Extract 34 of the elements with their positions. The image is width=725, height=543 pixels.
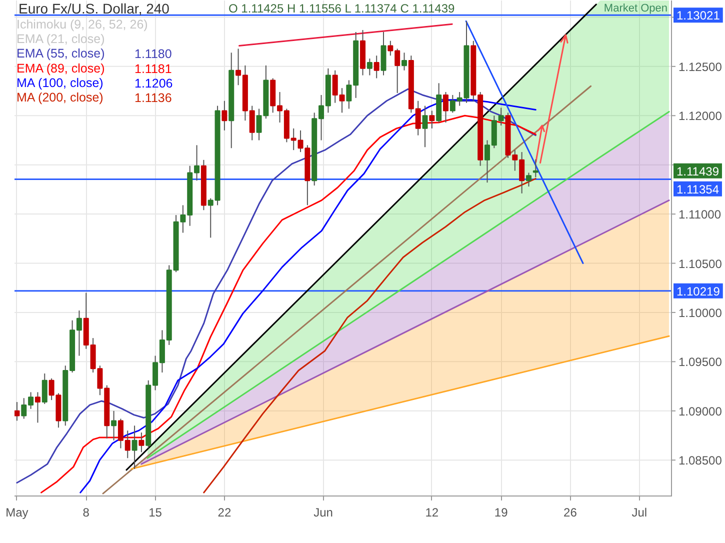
- chart-title: Euro Fx/U.S. Dollar, 240: [18, 0, 170, 16]
- x-tick-label: Jun: [314, 506, 333, 520]
- y-tick-label: 1.12500: [678, 60, 722, 74]
- x-tick-label: May: [6, 506, 28, 520]
- ref-line-label: 1.10219: [676, 284, 720, 298]
- text: EMA (55, close): [16, 46, 105, 61]
- x-tick-label: Jul: [632, 506, 648, 520]
- text: EMA (89, close): [16, 61, 105, 76]
- annotation: Ichimoku (9, 26, 52, 26): [16, 18, 148, 32]
- x-tick-label: 26: [564, 506, 578, 520]
- text: MA (100, close): [16, 76, 104, 90]
- text: 1.11439: [676, 164, 720, 178]
- ref-line-label: 1.11354: [676, 182, 720, 196]
- annotation: 1.1180: [134, 47, 172, 62]
- y-tick-label: 1.08500: [678, 454, 722, 468]
- x-tick-label: 15: [148, 506, 162, 520]
- y-tick-label: 1.10500: [678, 256, 722, 271]
- x-tick-label: 12: [425, 506, 439, 520]
- ref-line-label: 1.13021: [676, 8, 720, 23]
- y-tick-label: 1.11000: [678, 208, 722, 222]
- annotation: Market Open: [604, 2, 668, 14]
- y-tick-label: 1.09500: [678, 355, 722, 370]
- annotation: 1.1206: [134, 76, 173, 90]
- annotation: 1.1136: [134, 91, 172, 105]
- annotation: EMA (21, close): [16, 32, 105, 46]
- y-tick-label: 1.10000: [678, 306, 722, 320]
- y-tick-label: 1.12000: [678, 109, 722, 124]
- x-tick-label: 22: [218, 506, 232, 520]
- text: MA (200, close): [16, 90, 104, 104]
- y-tick-label: 1.09000: [678, 404, 722, 418]
- x-tick-label: 8: [82, 506, 90, 520]
- x-tick-label: 19: [494, 506, 508, 520]
- annotation: 1.1181: [134, 62, 172, 76]
- chart-subtitle: O 1.11425 H 1.11556 L 1.11374 C 1.11439: [228, 2, 456, 16]
